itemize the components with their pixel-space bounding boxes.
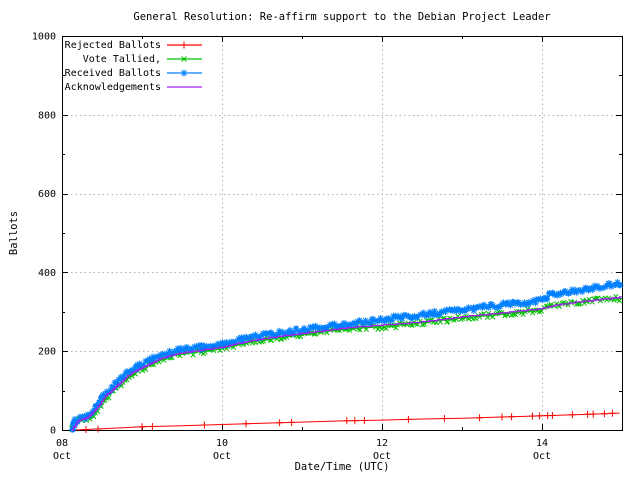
legend-line-sample-tallied	[167, 56, 202, 62]
x-tick-label-day: 08	[56, 438, 68, 449]
legend-line-sample-received	[167, 69, 202, 77]
legend-line-sample-acknowledgements	[167, 86, 202, 88]
series-rejected-ballots	[73, 409, 620, 433]
legend-line-sample-rejected	[167, 41, 202, 49]
y-tick-label: 600	[38, 189, 56, 200]
series-acknowledgements	[71, 296, 622, 431]
x-tick-label-month: Oct	[53, 451, 71, 462]
legend-item-vote-tallied: Vote Tallied,	[62, 52, 203, 66]
legend-label-rejected-ballots: Rejected Ballots	[64, 39, 161, 51]
x-tick-label-day: 10	[216, 438, 228, 449]
tick-labels: 0 200 400 600 800 1000 08 Oct 10 Oct 12 Oct 14 Oct	[32, 32, 551, 463]
x-axis-label: Date/Time (UTC)	[294, 461, 390, 473]
y-tick-label: 400	[38, 268, 56, 279]
x-tick-label-month: Oct	[373, 451, 391, 462]
axis-ticks	[62, 36, 622, 431]
y-tick-label: 200	[38, 347, 56, 358]
x-tick-label-day: 14	[536, 438, 548, 449]
x-tick-label-month: Oct	[533, 451, 551, 462]
x-tick-label-month: Oct	[213, 451, 231, 462]
legend-label-received-ballots: Received Ballots	[64, 67, 161, 79]
legend-item-rejected-ballots: Rejected Ballots	[62, 38, 203, 52]
legend-label-vote-tallied: Vote Tallied,	[82, 53, 161, 65]
gridlines	[62, 36, 622, 430]
legend-item-received-ballots: Received Ballots	[62, 66, 203, 80]
y-tick-label: 1000	[32, 32, 56, 43]
y-tick-label: 0	[50, 426, 56, 437]
chart-title: General Resolution: Re-affirm support to…	[133, 11, 551, 23]
x-tick-label-day: 12	[376, 438, 388, 449]
series-received-ballots	[68, 278, 624, 433]
plot-border	[62, 36, 623, 431]
y-tick-label: 800	[38, 110, 56, 121]
legend-label-acknowledgements: Acknowledgements	[64, 81, 161, 93]
legend-item-acknowledgements: Acknowledgements	[62, 80, 203, 94]
y-axis-label: Ballots	[8, 210, 20, 256]
